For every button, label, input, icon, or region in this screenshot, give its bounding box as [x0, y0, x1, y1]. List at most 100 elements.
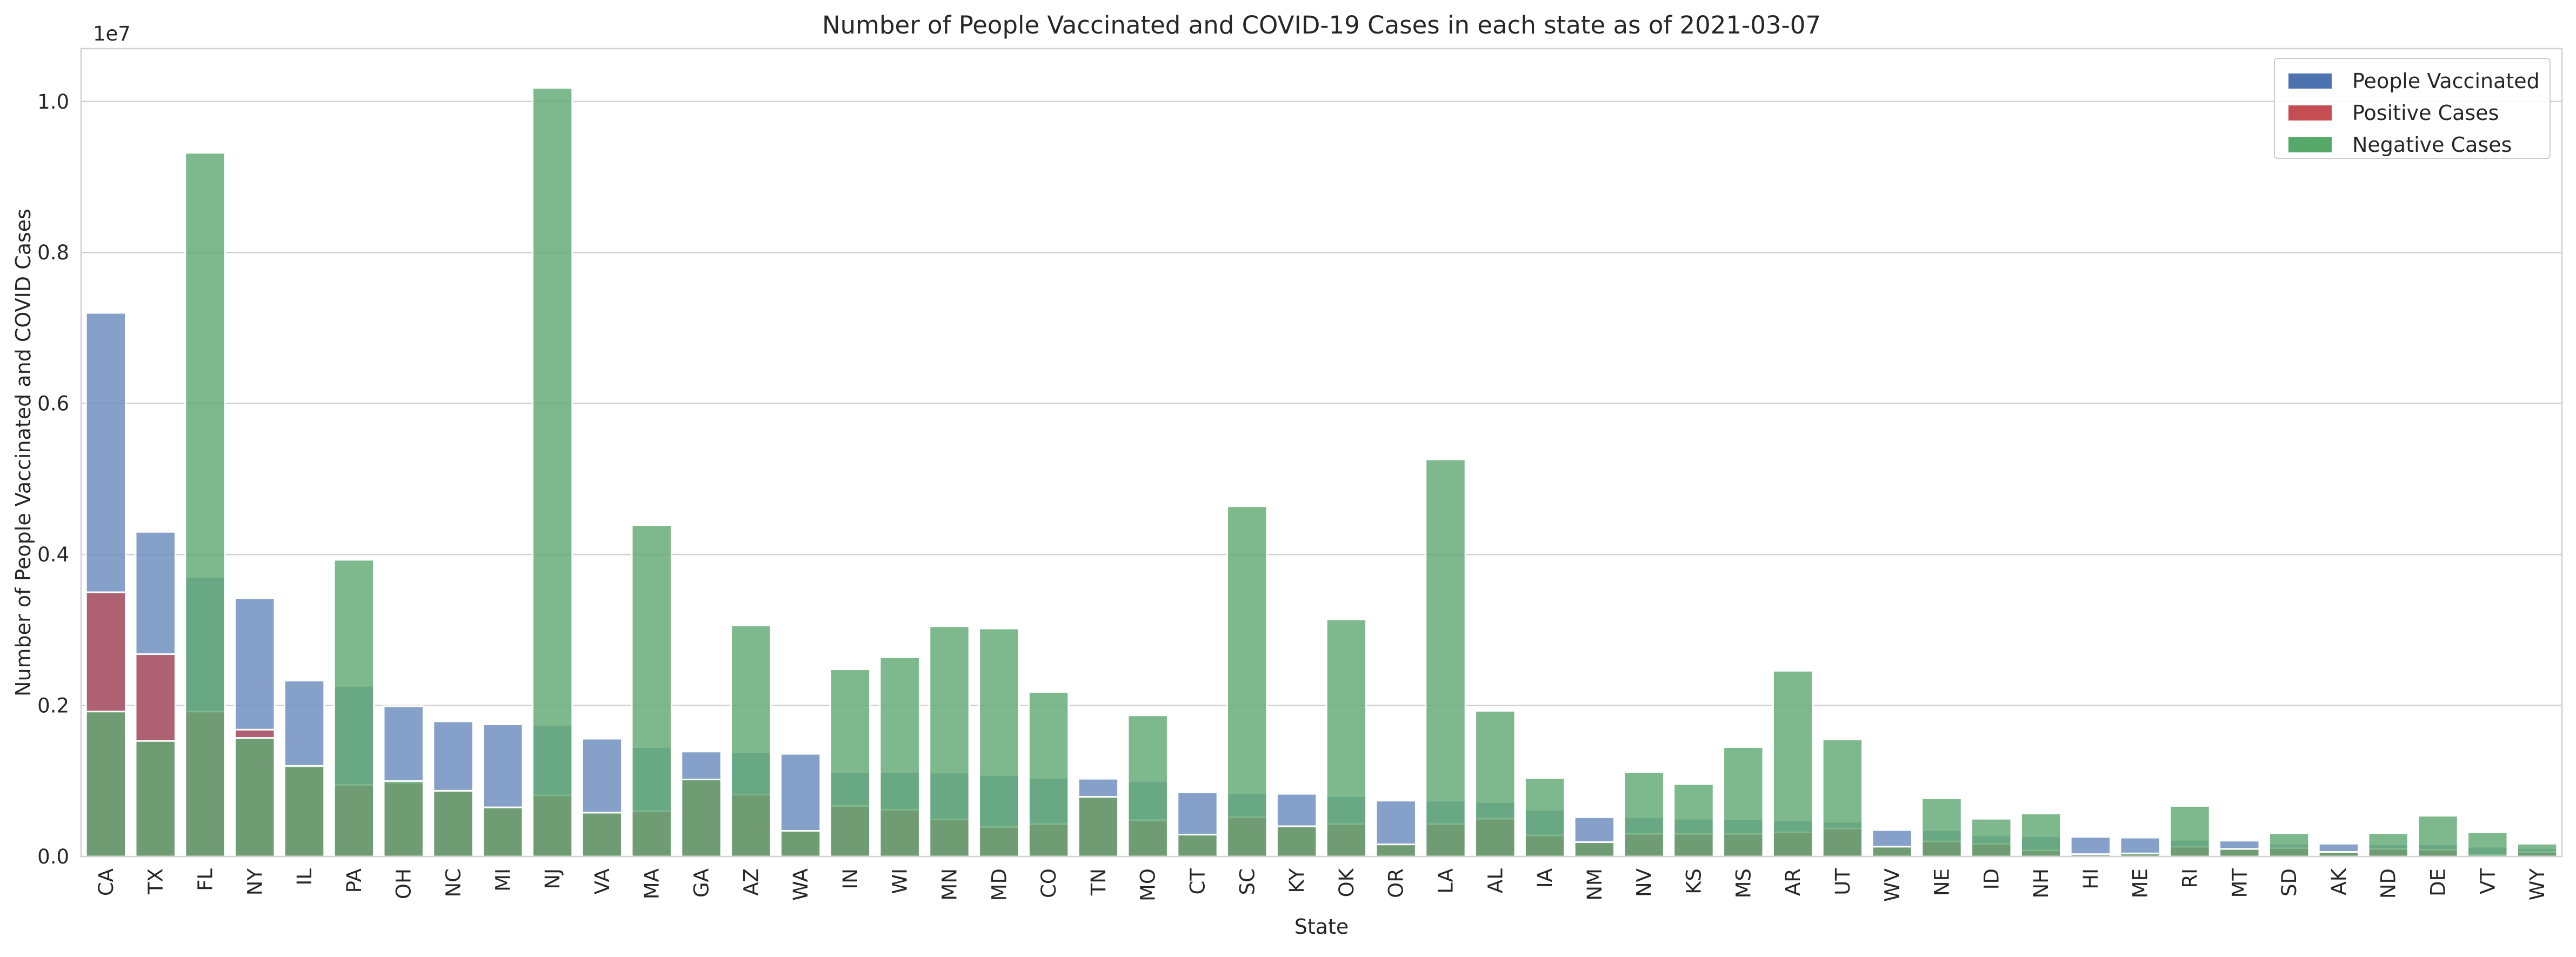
- bar: [929, 625, 970, 858]
- legend-box: [2274, 58, 2551, 159]
- bar: [1127, 714, 1169, 858]
- bar: [184, 152, 226, 858]
- x-tick-label: SC: [1236, 868, 1259, 895]
- bar: [1425, 458, 1466, 858]
- x-tick-label: MN: [938, 868, 962, 901]
- x-tick-label: AK: [2327, 867, 2351, 895]
- bar: [482, 806, 524, 858]
- gridlines: [81, 101, 2562, 706]
- x-tick-label: WI: [889, 868, 912, 894]
- bar: [2516, 842, 2558, 858]
- x-tick-label: RI: [2179, 868, 2202, 888]
- bar: [978, 627, 1020, 858]
- x-tick-label: MO: [1137, 868, 1160, 901]
- legend-swatch: [2288, 105, 2332, 121]
- x-tick-label: NH: [2030, 868, 2053, 899]
- x-tick-label: ND: [2377, 868, 2400, 899]
- bar: [1375, 844, 1417, 858]
- bar: [1921, 797, 1963, 858]
- x-tick-label: TN: [1087, 868, 1110, 896]
- legend-label: Positive Cases: [2352, 101, 2499, 125]
- bar: [85, 711, 127, 858]
- legend-swatch: [2288, 73, 2332, 89]
- x-tick-label: MT: [2228, 868, 2251, 898]
- x-tick-label: DE: [2427, 868, 2450, 896]
- x-tick-label: NV: [1633, 868, 1656, 897]
- x-tick-label: KS: [1683, 868, 1706, 894]
- x-tick-label: TX: [144, 868, 168, 895]
- x-tick-label: AR: [1781, 868, 1805, 896]
- x-tick-label: AL: [1484, 868, 1507, 893]
- x-tick-label: AZ: [739, 868, 763, 896]
- bar: [1325, 618, 1367, 858]
- bar: [829, 668, 871, 858]
- bar: [1673, 783, 1714, 858]
- bar: [631, 524, 672, 858]
- x-tick-label: FL: [194, 868, 217, 891]
- bar: [1723, 746, 1764, 858]
- bar: [1871, 846, 1913, 858]
- y-offset-label: 1e7: [93, 22, 131, 45]
- bar: [2417, 815, 2459, 858]
- bar: [1177, 833, 1218, 858]
- x-tick-label: GA: [690, 868, 713, 898]
- y-tick-label: 0.2: [37, 694, 69, 718]
- x-tick-label: IA: [1533, 868, 1557, 888]
- x-tick-label: MD: [987, 868, 1011, 901]
- x-tick-label: IN: [839, 868, 862, 889]
- x-tick-label: VT: [2476, 868, 2499, 894]
- bar: [2367, 832, 2409, 858]
- x-tick-label: ME: [2129, 868, 2152, 898]
- bar: [1821, 738, 1864, 858]
- x-tick-label: MI: [491, 868, 515, 892]
- x-tick-label: NJ: [541, 868, 564, 889]
- x-tick-label: VA: [591, 868, 614, 894]
- bar: [680, 778, 722, 858]
- x-tick-label: LA: [1434, 868, 1458, 894]
- bar: [879, 656, 920, 858]
- bar: [2219, 848, 2260, 858]
- x-tick-label: KY: [1285, 868, 1309, 893]
- x-tick-label: NM: [1583, 868, 1606, 901]
- bar: [2318, 851, 2360, 858]
- x-tick-label: CT: [1186, 868, 1210, 895]
- bar: [1524, 777, 1566, 858]
- legend-entry: People Vaccinated: [2288, 69, 2540, 93]
- bar: [1276, 825, 1318, 858]
- plot-frame: [80, 48, 2563, 858]
- bar: [432, 789, 474, 858]
- bar: [1027, 691, 1070, 858]
- legend-label: Negative Cases: [2352, 133, 2512, 157]
- x-tick-label: ID: [1980, 868, 2003, 889]
- x-tick-label: HI: [2079, 868, 2103, 889]
- x-tick-label: NY: [243, 868, 266, 896]
- y-tick-label: 0.6: [37, 392, 69, 416]
- legend-entries: People Vaccinated Positive Cases Negative …: [2288, 69, 2540, 157]
- x-tick-label: WA: [789, 868, 812, 901]
- bar: [730, 624, 772, 858]
- x-tick-label: WV: [1881, 868, 1904, 902]
- bar: [1573, 841, 1616, 858]
- bar: [234, 737, 276, 858]
- x-tick-label: IL: [293, 868, 316, 886]
- y-tick-label: 1.0: [37, 90, 69, 113]
- x-tick-label: CO: [1037, 868, 1060, 898]
- y-tick-label: 0.8: [37, 241, 69, 264]
- bar: [2268, 832, 2310, 858]
- bar: [383, 780, 424, 858]
- bar: [1474, 710, 1516, 858]
- chart-title: Number of People Vaccinated and COVID-19…: [822, 11, 1821, 39]
- x-tick-label: SD: [2278, 868, 2301, 896]
- bar: [2169, 805, 2211, 858]
- bar: [135, 740, 176, 858]
- series-2: [85, 87, 2558, 858]
- x-tick-label: OK: [1335, 867, 1358, 897]
- y-tick-labels: 0.0 0.2 0.4 0.6 0.8 1.0: [37, 90, 69, 868]
- y-tick-label: 0.4: [37, 543, 69, 566]
- legend: People Vaccinated Positive Cases Negative …: [2274, 58, 2551, 159]
- bar: [1226, 505, 1268, 858]
- legend-entry: Negative Cases: [2288, 133, 2512, 157]
- bar: [2020, 812, 2062, 858]
